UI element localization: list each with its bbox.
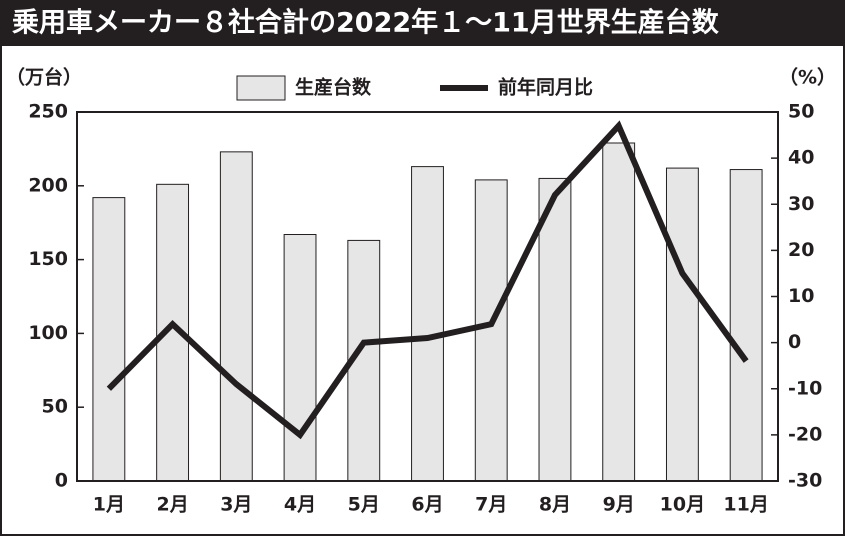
chart-title: 乗用車メーカー８社合計の2022年１～11月世界生産台数 [12,7,720,39]
bar [92,197,126,482]
bar [602,142,636,482]
y2-tick-label: 0 [788,331,801,353]
y-tick-label: 50 [42,396,68,418]
bar [283,234,317,482]
y2-tick-label: 30 [788,193,814,215]
y2-tick-label: 10 [788,285,814,307]
y-tick-label: 150 [28,248,68,270]
y-tick-label: 100 [28,322,68,344]
x-tick-label: 11月 [723,494,768,516]
y2-tick-label: -20 [788,423,822,445]
x-tick-label: 5月 [348,494,380,516]
y2-tick-label: 40 [788,147,814,169]
line [106,120,749,440]
x-tick-label: 2月 [156,494,188,516]
x-tick-label: 8月 [539,494,571,516]
x-tick-label: 6月 [411,494,443,516]
x-tick-label: 7月 [475,494,507,516]
legend-label: 前年同月比 [498,76,593,99]
title-bar [1,1,844,46]
y-tick-label: 0 [55,470,68,492]
y2-tick-label: 50 [788,101,814,123]
y2-tick-label: 20 [788,239,814,261]
bar [665,167,699,482]
y2-axis-label: （%） [779,66,836,89]
x-tick-label: 9月 [603,494,635,516]
x-tick-label: 4月 [284,494,316,516]
bar [219,151,253,482]
bar [411,166,444,482]
bar [729,169,763,482]
x-tick-label: 10月 [660,494,705,516]
legend-swatch [236,75,286,101]
y2-tick-label: -30 [788,470,822,492]
y2-tick-label: -10 [788,377,822,399]
x-tick-label: 1月 [93,494,125,516]
legend-label: 生産台数 [295,76,372,99]
y-tick-label: 200 [28,174,68,196]
y-tick-label: 250 [28,101,68,123]
bar [474,179,508,482]
x-tick-label: 3月 [220,494,252,516]
y-axis-label: （万台） [6,66,82,89]
